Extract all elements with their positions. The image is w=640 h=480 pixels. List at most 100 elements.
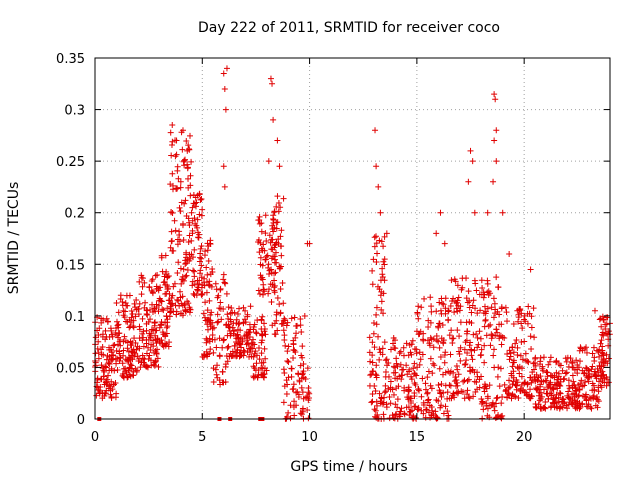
data-point <box>385 373 392 380</box>
data-point <box>197 245 204 252</box>
data-point <box>127 361 134 368</box>
data-point <box>205 316 212 323</box>
data-point <box>373 163 380 170</box>
y-tick-label: 0.2 <box>64 207 85 222</box>
data-point <box>456 307 463 314</box>
data-point <box>371 382 378 389</box>
data-point <box>456 350 463 357</box>
data-point <box>372 387 379 394</box>
data-point <box>192 203 199 210</box>
data-point <box>441 351 448 358</box>
data-point <box>189 282 196 289</box>
data-point <box>575 393 582 400</box>
data-point <box>416 349 423 356</box>
data-point <box>190 290 197 297</box>
data-point <box>454 308 461 315</box>
data-point <box>199 290 206 297</box>
data-point <box>98 351 105 358</box>
data-point <box>167 244 174 251</box>
data-point <box>502 304 509 311</box>
data-point <box>458 388 465 395</box>
data-point <box>499 209 506 216</box>
data-point <box>579 383 586 390</box>
data-point <box>139 275 146 282</box>
data-point <box>506 347 513 354</box>
data-point <box>100 373 107 380</box>
data-point <box>169 122 176 129</box>
data-point <box>465 394 472 401</box>
data-point <box>120 338 127 345</box>
data-point <box>281 336 288 343</box>
data-point <box>373 321 380 328</box>
data-point <box>597 340 604 347</box>
data-point <box>441 359 448 366</box>
data-point <box>108 327 115 334</box>
data-point <box>116 348 123 355</box>
data-point <box>394 396 401 403</box>
data-point <box>125 358 132 365</box>
data-point <box>570 378 577 385</box>
data-point <box>438 335 445 342</box>
data-point <box>146 284 153 291</box>
data-point <box>383 362 390 369</box>
data-point <box>382 382 389 389</box>
axes: 0 0.05 0.1 0.15 0.2 0.25 0.3 0.35 0 5 10 15 20 <box>56 52 611 445</box>
data-point <box>581 369 588 376</box>
data-point <box>569 359 576 366</box>
data-point <box>450 369 457 376</box>
data-point <box>376 286 383 293</box>
data-point <box>102 363 109 370</box>
data-point <box>268 298 275 305</box>
data-point <box>577 358 584 365</box>
data-point <box>293 402 300 409</box>
data-point <box>374 411 381 418</box>
data-point <box>409 337 416 344</box>
data-point <box>164 286 171 293</box>
data-point <box>380 290 387 297</box>
data-point <box>427 355 434 362</box>
data-point <box>482 317 489 324</box>
data-point <box>463 357 470 364</box>
data-point <box>524 320 531 327</box>
data-point <box>207 241 214 248</box>
data-point <box>378 298 385 305</box>
data-point <box>457 357 464 364</box>
data-point <box>188 209 195 216</box>
data-point <box>373 311 380 318</box>
data-point <box>473 331 480 338</box>
data-point <box>510 368 517 375</box>
data-point <box>169 170 176 177</box>
data-point <box>433 337 440 344</box>
data-point <box>200 354 207 361</box>
data-point <box>164 305 171 312</box>
data-point <box>105 372 112 379</box>
data-point <box>214 362 221 369</box>
data-point <box>413 328 420 335</box>
data-point <box>424 397 431 404</box>
data-point <box>598 372 605 379</box>
data-point <box>194 286 201 293</box>
data-point <box>390 340 397 347</box>
data-point <box>509 344 516 351</box>
data-point <box>103 315 110 322</box>
data-point <box>467 147 474 154</box>
data-point <box>117 292 124 299</box>
data-point <box>265 264 272 271</box>
data-point <box>255 237 262 244</box>
data-point <box>464 391 471 398</box>
data-point <box>538 393 545 400</box>
data-point <box>170 247 177 254</box>
data-point <box>436 387 443 394</box>
data-point <box>287 402 294 409</box>
data-point <box>545 383 552 390</box>
data-point <box>202 248 209 255</box>
data-point <box>231 342 238 349</box>
data-point <box>463 295 470 302</box>
data-point <box>243 341 250 348</box>
data-point <box>414 406 421 413</box>
data-point <box>516 306 523 313</box>
data-point <box>228 304 235 311</box>
data-point <box>435 338 442 345</box>
data-point <box>276 301 283 308</box>
